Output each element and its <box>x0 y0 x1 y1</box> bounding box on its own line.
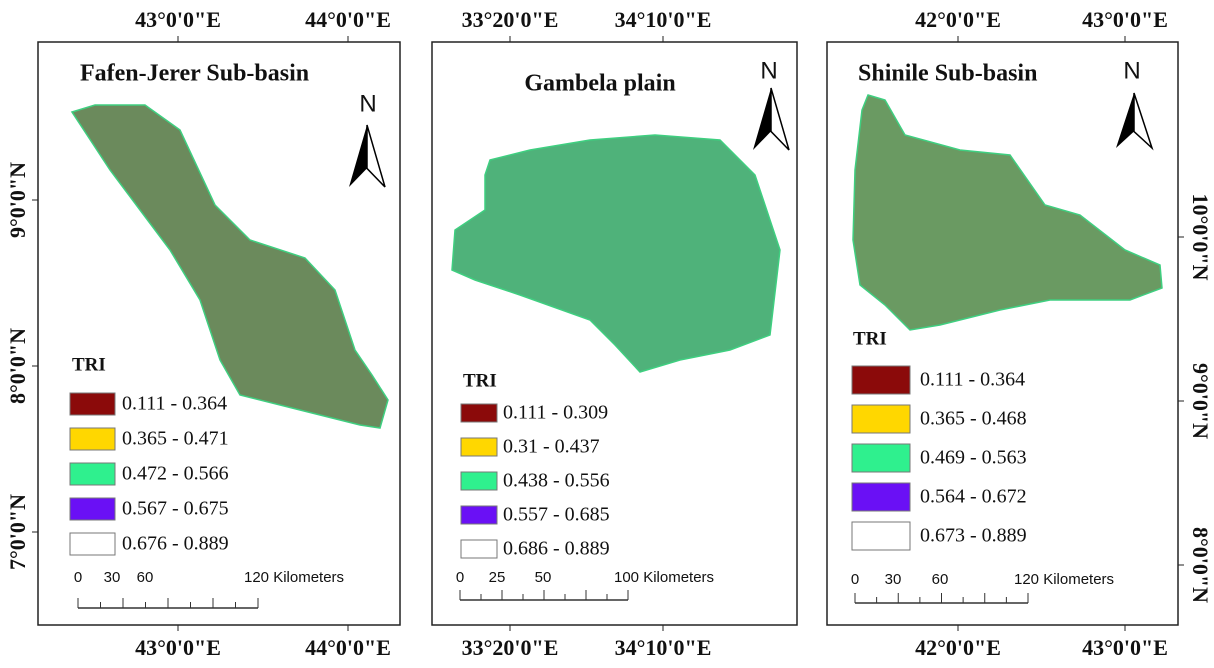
scale-label: 30 <box>885 571 902 588</box>
latitude-label: 7°0'0"N <box>5 494 30 570</box>
longitude-label: 42°0'0"E <box>915 7 1001 32</box>
legend-swatch <box>70 393 115 415</box>
legend-swatch <box>70 533 115 555</box>
legend-label: 0.673 - 0.889 <box>920 525 1027 547</box>
legend-title: TRI <box>72 354 106 375</box>
scale-label: 0 <box>74 569 82 586</box>
legend-label: 0.567 - 0.675 <box>122 498 229 520</box>
legend-swatch <box>70 498 115 520</box>
longitude-label: 34°10'0"E <box>615 7 712 32</box>
legend-swatch <box>852 405 910 433</box>
longitude-label: 43°0'0"E <box>1082 7 1168 32</box>
legend-label: 0.111 - 0.364 <box>122 393 227 415</box>
panel-title: Shinile Sub-basin <box>858 61 1037 87</box>
legend-label: 0.676 - 0.889 <box>122 533 229 555</box>
legend-swatch <box>852 483 910 511</box>
legend-swatch <box>461 472 497 490</box>
legend-swatch <box>461 404 497 422</box>
north-label: N <box>359 90 376 117</box>
legend-swatch <box>70 428 115 450</box>
legend-swatch <box>852 522 910 550</box>
scale-label: 100 Kilometers <box>614 569 714 586</box>
legend-label: 0.111 - 0.309 <box>503 402 608 424</box>
legend-label: 0.438 - 0.556 <box>503 470 610 492</box>
legend-label: 0.31 - 0.437 <box>503 436 600 458</box>
longitude-label: 43°0'0"E <box>1082 635 1168 660</box>
map-figure: 43°0'0"E 43°0'0"E 44°0'0"E 44°0'0"E 9°0'0"N 8… <box>0 0 1214 668</box>
longitude-label: 42°0'0"E <box>915 635 1001 660</box>
legend-title: TRI <box>463 370 497 391</box>
longitude-label: 44°0'0"E <box>305 635 391 660</box>
legend-swatch <box>852 444 910 472</box>
legend-label: 0.564 - 0.672 <box>920 486 1027 508</box>
longitude-label: 44°0'0"E <box>305 7 391 32</box>
longitude-label: 33°20'0"E <box>462 635 559 660</box>
legend-label: 0.365 - 0.471 <box>122 428 229 450</box>
scale-label: 120 Kilometers <box>244 569 344 586</box>
longitude-label: 43°0'0"E <box>135 635 221 660</box>
legend-label: 0.469 - 0.563 <box>920 447 1027 469</box>
legend-title: TRI <box>853 328 887 349</box>
legend-label: 0.365 - 0.468 <box>920 408 1027 430</box>
latitude-label: 9°0'0"N <box>5 162 30 238</box>
latitude-label: 8°0'0"N <box>5 328 30 404</box>
panel-title: Gambela plain <box>524 71 675 97</box>
scale-label: 30 <box>104 569 121 586</box>
scale-label: 0 <box>456 569 464 586</box>
latitude-label: 9°0'0"N <box>1188 363 1213 439</box>
latitude-label: 10°0'0"N <box>1188 193 1213 280</box>
scale-label: 60 <box>932 571 949 588</box>
legend-label: 0.557 - 0.685 <box>503 504 610 526</box>
panel-title: Fafen-Jerer Sub-basin <box>80 61 309 87</box>
legend-label: 0.111 - 0.364 <box>920 369 1025 391</box>
north-label: N <box>1123 57 1140 84</box>
legend-label: 0.472 - 0.566 <box>122 463 229 485</box>
scale-label: 25 <box>489 569 506 586</box>
scale-label: 120 Kilometers <box>1014 571 1114 588</box>
legend-swatch <box>852 366 910 394</box>
legend-swatch <box>461 540 497 558</box>
longitude-label: 43°0'0"E <box>135 7 221 32</box>
longitude-label: 34°10'0"E <box>615 635 712 660</box>
longitude-label: 33°20'0"E <box>462 7 559 32</box>
scale-label: 0 <box>851 571 859 588</box>
legend-swatch <box>461 438 497 456</box>
scale-label: 60 <box>137 569 154 586</box>
scale-label: 50 <box>535 569 552 586</box>
latitude-label: 8°0'0"N <box>1188 527 1213 603</box>
legend-swatch <box>461 506 497 524</box>
legend-label: 0.686 - 0.889 <box>503 538 610 560</box>
legend-swatch <box>70 463 115 485</box>
north-label: N <box>760 57 777 84</box>
